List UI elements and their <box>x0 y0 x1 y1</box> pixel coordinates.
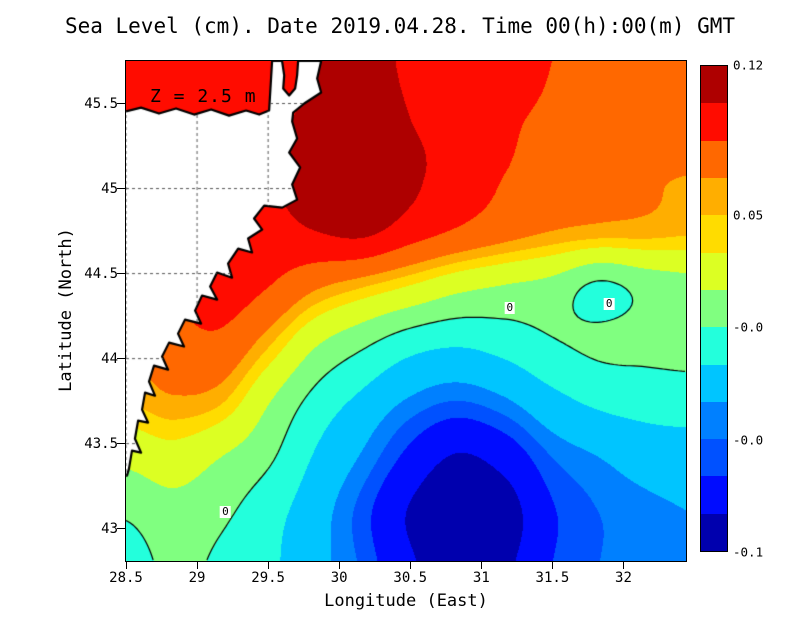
x-axis-tick-label: 31.5 <box>535 570 570 586</box>
colorbar-tick-label: 0.12 <box>733 57 764 73</box>
colorbar-segment <box>701 66 727 104</box>
x-axis-tick-mark <box>338 562 340 569</box>
y-axis-tick-label: 45.5 <box>84 95 118 112</box>
colorbar-tick-label: 0.05 <box>733 207 764 223</box>
x-axis-tick-mark <box>551 562 553 569</box>
depth-annotation: Z = 2.5 m <box>150 86 257 107</box>
colorbar-segment <box>701 215 727 253</box>
colorbar-segment <box>701 401 727 440</box>
y-axis-tick-label: 43.5 <box>84 435 118 452</box>
colorbar-tick-label: -0.0 <box>733 319 764 335</box>
y-axis-tick-label: 43 <box>101 520 118 537</box>
y-axis-title: Latitude (North) <box>56 228 76 392</box>
y-axis-tick-mark <box>117 358 125 360</box>
x-axis-tick-label: 32 <box>615 570 632 586</box>
contour-label-zero: 0 <box>504 300 516 314</box>
contour-label-zero: 0 <box>603 297 615 311</box>
x-axis-tick-mark <box>267 562 269 569</box>
colorbar-segment <box>701 439 727 477</box>
y-axis-tick-mark <box>117 528 125 530</box>
x-axis-title: Longitude (East) <box>324 591 488 611</box>
y-axis-tick-mark <box>117 188 125 190</box>
colorbar-tick-label: -0.0 <box>733 432 764 448</box>
colorbar-tick-label: -0.1 <box>733 544 764 560</box>
y-axis-tick-label: 44.5 <box>84 265 118 282</box>
x-axis-tick-mark <box>196 562 198 569</box>
y-axis-tick-label: 45 <box>101 180 118 197</box>
x-axis-tick-mark <box>622 562 624 569</box>
colorbar-segment <box>701 252 727 290</box>
contour-label-zero: 0 <box>220 504 231 518</box>
colorbar-segment <box>701 476 727 514</box>
y-axis-tick-mark <box>117 273 125 275</box>
x-axis-tick-label: 28.5 <box>109 570 143 586</box>
colorbar <box>700 65 728 552</box>
x-axis-tick-label: 29.5 <box>251 570 285 586</box>
x-axis-tick-label: 29 <box>188 570 206 586</box>
colorbar-segment <box>701 513 727 552</box>
x-axis-tick-label: 31 <box>472 570 490 586</box>
y-axis-tick-label: 44 <box>101 350 118 367</box>
y-axis-tick-mark <box>117 103 125 105</box>
sea-level-heatmap-canvas <box>126 61 686 561</box>
colorbar-segment <box>701 289 727 328</box>
colorbar-segment <box>701 327 727 365</box>
x-axis-tick-mark <box>480 562 482 569</box>
x-axis-tick-label: 30 <box>330 570 348 586</box>
colorbar-segment <box>701 364 727 402</box>
colorbar-segment <box>701 103 727 141</box>
colorbar-segment <box>701 177 727 216</box>
figure-title: Sea Level (cm). Date 2019.04.28. Time 00… <box>64 14 736 38</box>
x-axis-tick-mark <box>409 562 411 569</box>
y-axis-tick-mark <box>117 443 125 445</box>
x-axis-tick-label: 30.5 <box>393 570 428 586</box>
plot-area: Z = 2.5 m 0 0 0 <box>125 60 687 562</box>
x-axis-tick-mark <box>125 562 127 569</box>
colorbar-segment <box>701 140 727 178</box>
